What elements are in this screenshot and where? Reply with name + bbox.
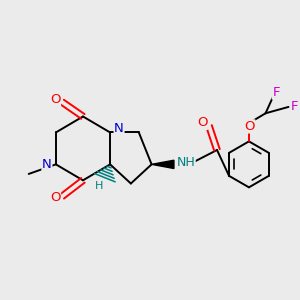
Text: O: O [244,120,255,133]
Text: F: F [272,86,280,99]
Text: F: F [290,100,298,113]
Text: H: H [95,181,103,191]
Polygon shape [152,160,174,169]
Text: NH: NH [176,156,195,169]
Text: N: N [42,158,52,171]
Text: N: N [114,122,124,135]
Text: O: O [50,191,61,204]
Text: O: O [50,93,61,106]
Text: O: O [197,116,207,129]
